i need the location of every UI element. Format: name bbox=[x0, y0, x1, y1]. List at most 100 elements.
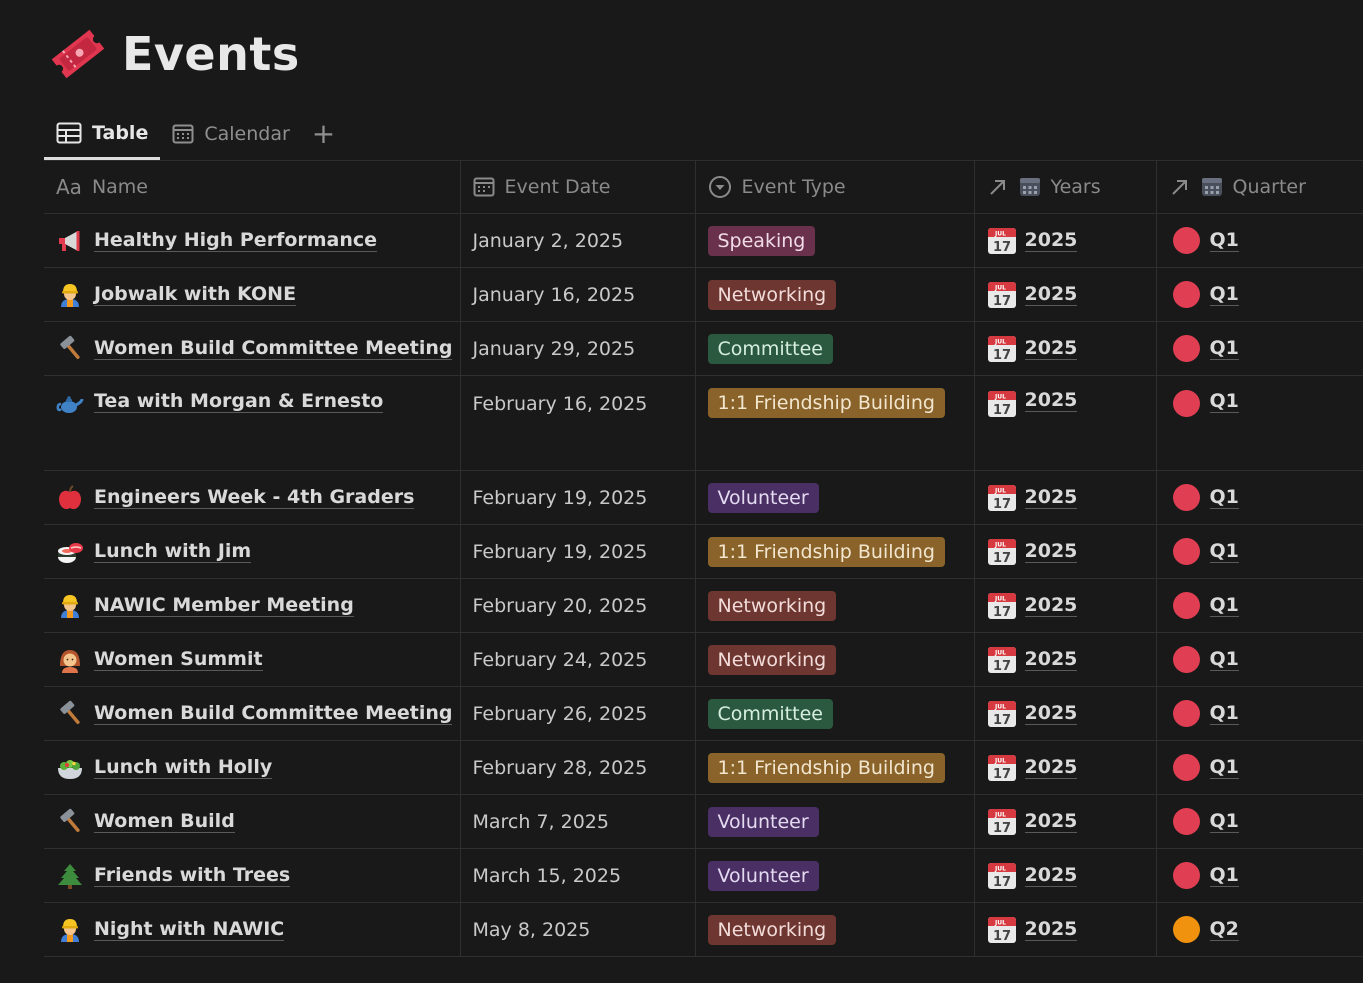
year-relation-link[interactable]: 2025 bbox=[1024, 594, 1078, 617]
cell-event-type[interactable]: Committee bbox=[694, 686, 974, 741]
cell-event-type[interactable]: Volunteer bbox=[694, 794, 974, 849]
year-relation-link[interactable]: 2025 bbox=[1024, 810, 1078, 833]
cell-years[interactable]: JUL 17 2025 bbox=[973, 578, 1156, 633]
cell-event-type[interactable]: Networking bbox=[694, 632, 974, 687]
cell-years[interactable]: JUL 17 2025 bbox=[973, 902, 1156, 957]
cell-quarter[interactable]: Q1 bbox=[1155, 470, 1363, 525]
cell-name[interactable]: Lunch with Holly bbox=[44, 740, 460, 795]
year-relation-link[interactable]: 2025 bbox=[1024, 756, 1078, 779]
event-name-link[interactable]: Friends with Trees bbox=[94, 864, 291, 887]
cell-years[interactable]: JUL 17 2025 bbox=[973, 375, 1156, 471]
cell-years[interactable]: JUL 17 2025 bbox=[973, 213, 1156, 268]
year-relation-link[interactable]: 2025 bbox=[1024, 486, 1078, 509]
table-row[interactable]: Friends with Trees March 15, 2025 Voluntee… bbox=[44, 848, 1363, 903]
cell-quarter[interactable]: Q1 bbox=[1155, 524, 1363, 579]
cell-quarter[interactable]: Q1 bbox=[1155, 578, 1363, 633]
event-name-link[interactable]: Lunch with Jim bbox=[94, 540, 252, 563]
cell-name[interactable]: Engineers Week - 4th Graders bbox=[44, 470, 460, 525]
cell-name[interactable]: Jobwalk with KONE bbox=[44, 267, 460, 322]
cell-name[interactable]: Healthy High Performance bbox=[44, 213, 460, 268]
year-relation-link[interactable]: 2025 bbox=[1024, 864, 1078, 887]
table-row[interactable]: Jobwalk with KONE January 16, 2025 Network… bbox=[44, 267, 1363, 322]
cell-quarter[interactable]: Q1 bbox=[1155, 686, 1363, 741]
cell-event-type[interactable]: Volunteer bbox=[694, 470, 974, 525]
cell-name[interactable]: Lunch with Jim bbox=[44, 524, 460, 579]
cell-event-date[interactable]: May 8, 2025 bbox=[459, 902, 695, 957]
table-row[interactable]: Night with NAWIC May 8, 2025 Networking JUL… bbox=[44, 902, 1363, 957]
year-relation-link[interactable]: 2025 bbox=[1024, 283, 1078, 306]
table-row[interactable]: Women Build Committee Meeting February 26… bbox=[44, 686, 1363, 741]
year-relation-link[interactable]: 2025 bbox=[1024, 229, 1078, 252]
quarter-relation-link[interactable]: Q1 bbox=[1209, 337, 1239, 360]
event-name-link[interactable]: Engineers Week - 4th Graders bbox=[94, 486, 415, 509]
cell-years[interactable]: JUL 17 2025 bbox=[973, 740, 1156, 795]
cell-event-date[interactable]: February 19, 2025 bbox=[459, 470, 695, 525]
quarter-relation-link[interactable]: Q1 bbox=[1209, 229, 1239, 252]
cell-event-type[interactable]: Volunteer bbox=[694, 848, 974, 903]
event-name-link[interactable]: Jobwalk with KONE bbox=[94, 283, 297, 306]
cell-quarter[interactable]: Q1 bbox=[1155, 794, 1363, 849]
column-header-quarter[interactable]: Quarter bbox=[1155, 161, 1363, 214]
year-relation-link[interactable]: 2025 bbox=[1024, 540, 1078, 563]
event-name-link[interactable]: NAWIC Member Meeting bbox=[94, 594, 354, 617]
column-header-name[interactable]: Aa Name bbox=[44, 161, 460, 214]
table-row[interactable]: Women Build March 7, 2025 Volunteer JUL 17 20… bbox=[44, 794, 1363, 849]
cell-quarter[interactable]: Q2 bbox=[1155, 902, 1363, 957]
cell-quarter[interactable]: Q1 bbox=[1155, 740, 1363, 795]
cell-name[interactable]: Night with NAWIC bbox=[44, 902, 460, 957]
quarter-relation-link[interactable]: Q1 bbox=[1209, 283, 1239, 306]
cell-quarter[interactable]: Q1 bbox=[1155, 375, 1363, 471]
quarter-relation-link[interactable]: Q1 bbox=[1209, 594, 1239, 617]
event-name-link[interactable]: Women Build Committee Meeting bbox=[94, 702, 453, 725]
table-row[interactable]: Women Build Committee Meeting January 29,… bbox=[44, 321, 1363, 376]
cell-name[interactable]: NAWIC Member Meeting bbox=[44, 578, 460, 633]
table-row[interactable]: Lunch with Jim February 19, 2025 1:1 Frien… bbox=[44, 524, 1363, 579]
column-header-event-date[interactable]: Event Date bbox=[459, 161, 695, 214]
event-name-link[interactable]: Women Build bbox=[94, 810, 235, 833]
cell-event-date[interactable]: February 24, 2025 bbox=[459, 632, 695, 687]
cell-name[interactable]: Women Build bbox=[44, 794, 460, 849]
event-name-link[interactable]: Night with NAWIC bbox=[94, 918, 285, 941]
tab-table[interactable]: Table bbox=[44, 108, 161, 160]
cell-years[interactable]: JUL 17 2025 bbox=[973, 794, 1156, 849]
column-header-event-type[interactable]: Event Type bbox=[694, 161, 974, 214]
cell-event-date[interactable]: February 26, 2025 bbox=[459, 686, 695, 741]
cell-event-type[interactable]: Networking bbox=[694, 902, 974, 957]
cell-event-date[interactable]: February 20, 2025 bbox=[459, 578, 695, 633]
table-row[interactable]: Engineers Week - 4th Graders February 19,… bbox=[44, 470, 1363, 525]
quarter-relation-link[interactable]: Q1 bbox=[1209, 540, 1239, 563]
quarter-relation-link[interactable]: Q1 bbox=[1209, 486, 1239, 509]
cell-event-type[interactable]: Networking bbox=[694, 267, 974, 322]
tab-calendar[interactable]: Calendar bbox=[160, 108, 301, 160]
event-name-link[interactable]: Women Build Committee Meeting bbox=[94, 337, 453, 360]
cell-years[interactable]: JUL 17 2025 bbox=[973, 321, 1156, 376]
cell-event-type[interactable]: 1:1 Friendship Building bbox=[694, 740, 974, 795]
year-relation-link[interactable]: 2025 bbox=[1024, 702, 1078, 725]
quarter-relation-link[interactable]: Q1 bbox=[1209, 702, 1239, 725]
cell-years[interactable]: JUL 17 2025 bbox=[973, 632, 1156, 687]
event-name-link[interactable]: Women Summit bbox=[94, 648, 263, 671]
year-relation-link[interactable]: 2025 bbox=[1024, 918, 1078, 941]
table-row[interactable]: NAWIC Member Meeting February 20, 2025 Net… bbox=[44, 578, 1363, 633]
year-relation-link[interactable]: 2025 bbox=[1024, 337, 1078, 360]
cell-event-date[interactable]: January 16, 2025 bbox=[459, 267, 695, 322]
cell-event-type[interactable]: Committee bbox=[694, 321, 974, 376]
table-row[interactable]: Women Summit February 24, 2025 Networking J… bbox=[44, 632, 1363, 687]
cell-event-date[interactable]: February 19, 2025 bbox=[459, 524, 695, 579]
cell-years[interactable]: JUL 17 2025 bbox=[973, 267, 1156, 322]
cell-years[interactable]: JUL 17 2025 bbox=[973, 686, 1156, 741]
cell-event-date[interactable]: February 28, 2025 bbox=[459, 740, 695, 795]
quarter-relation-link[interactable]: Q1 bbox=[1209, 648, 1239, 671]
add-view-button[interactable]: + bbox=[311, 117, 336, 150]
year-relation-link[interactable]: 2025 bbox=[1024, 389, 1078, 412]
cell-years[interactable]: JUL 17 2025 bbox=[973, 524, 1156, 579]
cell-event-type[interactable]: 1:1 Friendship Building bbox=[694, 524, 974, 579]
cell-quarter[interactable]: Q1 bbox=[1155, 632, 1363, 687]
cell-event-date[interactable]: March 7, 2025 bbox=[459, 794, 695, 849]
cell-name[interactable]: Tea with Morgan & Ernesto bbox=[44, 375, 460, 471]
cell-years[interactable]: JUL 17 2025 bbox=[973, 470, 1156, 525]
cell-event-type[interactable]: 1:1 Friendship Building bbox=[694, 375, 974, 471]
event-name-link[interactable]: Lunch with Holly bbox=[94, 756, 273, 779]
cell-event-date[interactable]: March 15, 2025 bbox=[459, 848, 695, 903]
quarter-relation-link[interactable]: Q1 bbox=[1209, 864, 1239, 887]
